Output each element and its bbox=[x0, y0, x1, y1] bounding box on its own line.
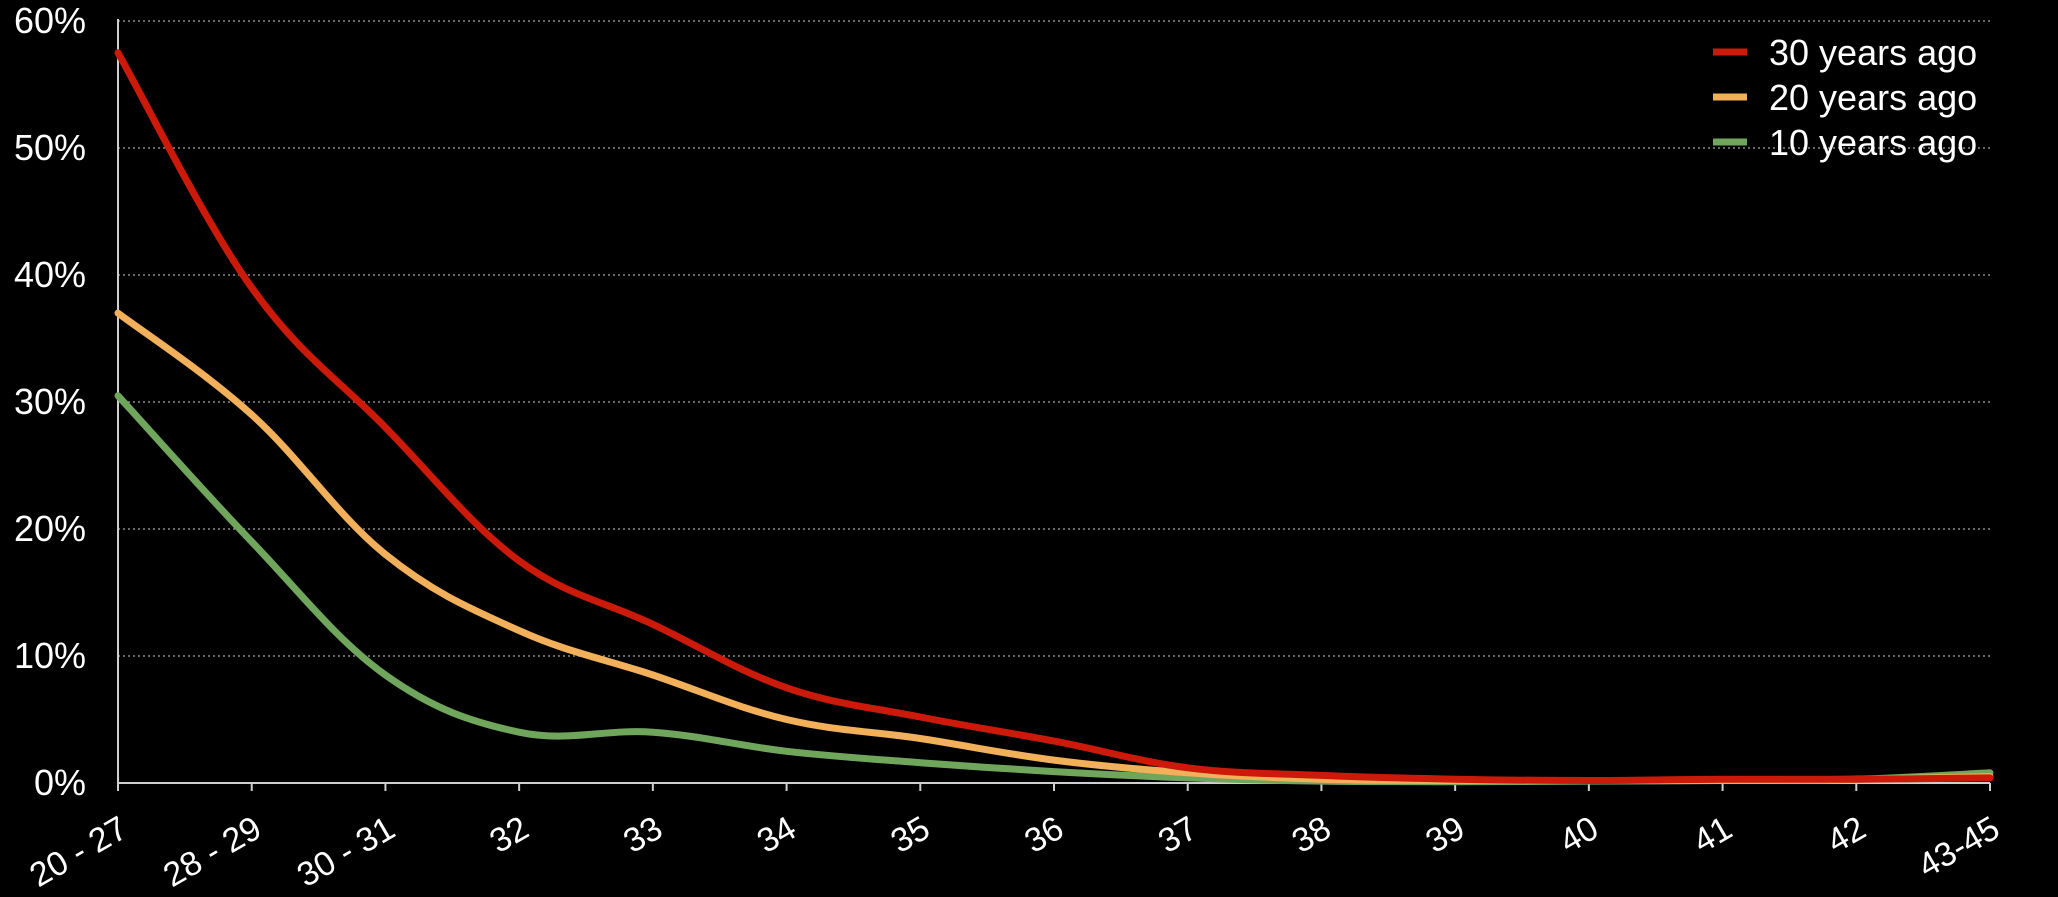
y-tick-label: 20% bbox=[14, 508, 86, 549]
x-tick-label: 20 - 27 bbox=[23, 809, 134, 895]
x-tick-label: 39 bbox=[1419, 809, 1471, 861]
series-line-10-years-ago bbox=[114, 392, 1994, 786]
y-tick-label: 40% bbox=[14, 254, 86, 295]
x-tick-label: 40 bbox=[1553, 809, 1605, 861]
y-tick-label: 10% bbox=[14, 635, 86, 676]
y-tick-label: 60% bbox=[14, 0, 86, 41]
x-tick-label: 33 bbox=[617, 809, 669, 861]
gridlines bbox=[118, 20, 1990, 657]
x-tick-label: 32 bbox=[483, 809, 535, 861]
y-tick-label: 50% bbox=[14, 127, 86, 168]
x-tick-label: 38 bbox=[1286, 809, 1338, 861]
axes bbox=[117, 19, 1991, 791]
x-tick-label: 42 bbox=[1821, 809, 1873, 861]
x-tick-label: 35 bbox=[885, 809, 937, 861]
x-axis-tick-labels: 20 - 27 28 - 29 30 - 31 32 33 34 35 36 37 38 39 40 4… bbox=[23, 809, 2006, 895]
legend-label: 10 years ago bbox=[1769, 122, 1977, 163]
x-tick-label: 41 bbox=[1687, 809, 1739, 861]
legend-label: 20 years ago bbox=[1769, 77, 1977, 118]
series-lines bbox=[114, 49, 1994, 786]
x-tick-label: 43-45 bbox=[1912, 809, 2006, 885]
x-tick-label: 36 bbox=[1018, 809, 1070, 861]
y-tick-label: 0% bbox=[34, 762, 86, 803]
y-tick-label: 30% bbox=[14, 381, 86, 422]
x-tick-label: 30 - 31 bbox=[291, 809, 402, 895]
x-tick-label: 34 bbox=[751, 809, 803, 861]
x-tick-label: 37 bbox=[1152, 809, 1204, 861]
legend-label: 30 years ago bbox=[1769, 32, 1977, 73]
series-line-30-years-ago bbox=[114, 49, 1994, 784]
series-line-20-years-ago bbox=[114, 309, 1994, 785]
x-tick-label: 28 - 29 bbox=[157, 809, 268, 895]
y-axis-tick-labels: 0% 10% 20% 30% 40% 50% 60% bbox=[14, 0, 86, 803]
